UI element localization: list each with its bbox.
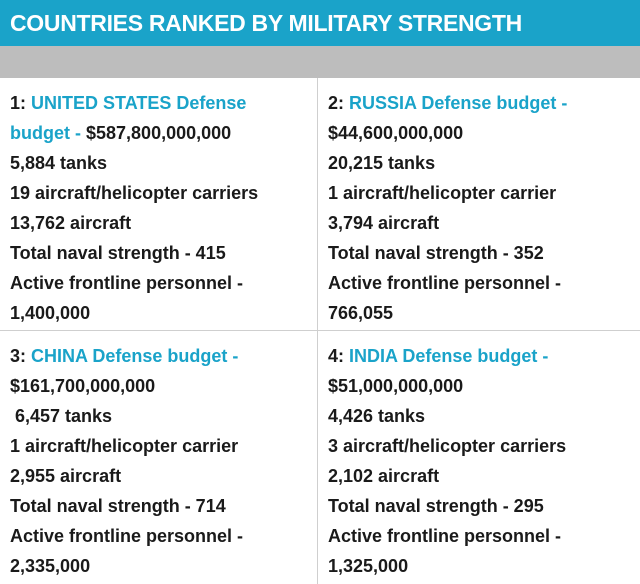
country-heading-line: 2: RUSSIA Defense budget - [328, 88, 634, 118]
country-heading-cont: budget - [10, 123, 81, 143]
budget-line: budget - $587,800,000,000 [10, 118, 311, 148]
country-heading-line: 3: CHINA Defense budget - [10, 341, 311, 371]
defense-budget: $51,000,000,000 [328, 376, 464, 396]
rank-label: 2: [328, 93, 345, 113]
stat-tanks: 4,426 tanks [328, 406, 426, 426]
stat-aircraft: 3,794 aircraft [328, 213, 440, 233]
stat-personnel-label: Active frontline personnel - [328, 526, 562, 546]
stat-naval-strength: Total naval strength - 352 [328, 243, 544, 263]
defense-budget: $44,600,000,000 [328, 123, 464, 143]
stat-tanks: 6,457 tanks [10, 406, 113, 426]
stat-aircraft: 13,762 aircraft [10, 213, 132, 233]
stat-naval-strength: Total naval strength - 415 [10, 243, 226, 263]
country-heading-line: 4: INDIA Defense budget - [328, 341, 634, 371]
defense-budget: $587,800,000,000 [86, 123, 232, 143]
country-heading: RUSSIA Defense budget - [349, 93, 568, 113]
stat-personnel-label: Active frontline personnel - [328, 273, 562, 293]
stat-personnel-value: 1,325,000 [328, 556, 409, 576]
rank-label: 4: [328, 346, 345, 366]
country-card-united-states: 1: UNITED STATES Defense budget - $587,8… [0, 78, 318, 331]
stat-tanks: 5,884 tanks [10, 153, 108, 173]
stat-personnel-label: Active frontline personnel - [10, 526, 244, 546]
stat-tanks: 20,215 tanks [328, 153, 436, 173]
stat-personnel-value: 2,335,000 [10, 556, 91, 576]
stat-carriers: 19 aircraft/helicopter carriers [10, 183, 259, 203]
country-card-china: 3: CHINA Defense budget - $161,700,000,0… [0, 331, 318, 584]
country-heading: INDIA Defense budget - [349, 346, 549, 366]
country-card-india: 4: INDIA Defense budget - $51,000,000,00… [318, 331, 640, 584]
header-subbar [0, 46, 640, 78]
defense-budget: $161,700,000,000 [10, 376, 156, 396]
stat-personnel-label: Active frontline personnel - [10, 273, 244, 293]
stat-personnel-value: 766,055 [328, 303, 394, 323]
country-heading-line: 1: UNITED STATES Defense [10, 88, 311, 118]
page-title: COUNTRIES RANKED BY MILITARY STRENGTH [0, 0, 640, 46]
country-card-russia: 2: RUSSIA Defense budget - $44,600,000,0… [318, 78, 640, 331]
stat-carriers: 1 aircraft/helicopter carrier [10, 436, 239, 456]
stat-naval-strength: Total naval strength - 295 [328, 496, 544, 516]
country-heading: UNITED STATES Defense [31, 93, 247, 113]
stat-aircraft: 2,955 aircraft [10, 466, 122, 486]
rank-label: 3: [10, 346, 27, 366]
country-heading: CHINA Defense budget - [31, 346, 239, 366]
stat-personnel-value: 1,400,000 [10, 303, 91, 323]
countries-grid: 1: UNITED STATES Defense budget - $587,8… [0, 78, 640, 584]
stat-naval-strength: Total naval strength - 714 [10, 496, 226, 516]
stat-carriers: 1 aircraft/helicopter carrier [328, 183, 557, 203]
rank-label: 1: [10, 93, 27, 113]
stat-carriers: 3 aircraft/helicopter carriers [328, 436, 567, 456]
stat-aircraft: 2,102 aircraft [328, 466, 440, 486]
